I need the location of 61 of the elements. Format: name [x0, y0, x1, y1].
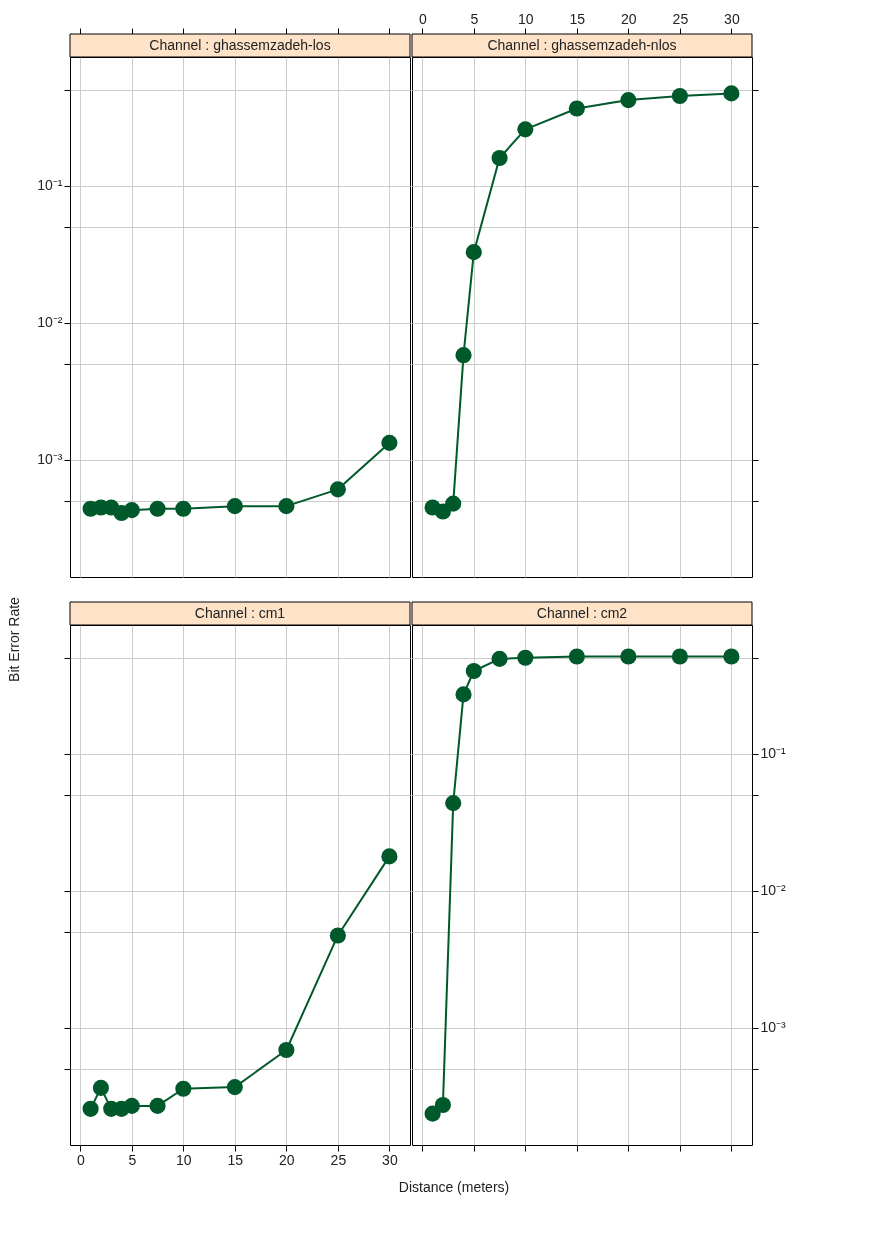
x-tick-label: 10: [518, 10, 534, 27]
point: [465, 662, 482, 680]
point: [149, 1097, 166, 1114]
x-tick-label: 30: [382, 1151, 398, 1168]
x-tick-label: 0: [418, 10, 427, 27]
x-tick-label: 5: [128, 1151, 137, 1168]
y-tick-label: 10⁻²: [760, 882, 787, 899]
y-tick-label: 10⁻¹: [760, 745, 787, 762]
y-tick-label: 10⁻³: [37, 451, 63, 468]
x-axis-title: Distance (meters): [398, 1179, 510, 1195]
point: [278, 1041, 295, 1059]
x-tick-label: 5: [470, 10, 479, 27]
chart-title: Channel : ghassemzadeh-nlos: [487, 36, 677, 53]
point: [92, 1079, 109, 1096]
chart-title: Channel : cm1: [194, 604, 286, 621]
point: [491, 149, 508, 167]
point: [620, 92, 637, 109]
x-tick-label: 25: [330, 1151, 347, 1168]
point: [123, 1097, 140, 1114]
point: [82, 1100, 99, 1117]
chart-title: Channel : cm2: [536, 604, 628, 621]
point: [123, 502, 140, 519]
x-tick-label: 20: [279, 1151, 295, 1168]
point: [465, 244, 482, 261]
y-axis-title: Bit Error Rate: [6, 596, 22, 682]
point: [491, 650, 508, 667]
y-tick-label: 10⁻¹: [37, 177, 63, 194]
point: [381, 848, 398, 865]
point: [434, 1096, 451, 1114]
x-tick-label: 20: [621, 10, 637, 27]
point: [568, 100, 585, 117]
y-tick-label: 10⁻³: [760, 1019, 787, 1036]
point: [175, 1080, 192, 1097]
point: [278, 498, 295, 515]
point: [175, 500, 192, 517]
chart-title: Channel : ghassemzadeh-los: [149, 36, 331, 53]
point: [723, 648, 740, 665]
x-tick-label: 25: [672, 10, 689, 27]
x-tick-label: 15: [227, 1151, 244, 1168]
point: [517, 121, 534, 138]
point: [517, 649, 534, 666]
point: [455, 347, 472, 364]
point: [226, 1079, 243, 1096]
point: [329, 927, 346, 944]
point: [671, 648, 688, 665]
point: [381, 434, 398, 451]
point: [445, 495, 462, 512]
x-tick-label: 30: [724, 10, 740, 27]
point: [620, 648, 637, 665]
point: [568, 648, 585, 665]
x-tick-label: 10: [176, 1151, 192, 1168]
point: [723, 85, 740, 102]
point: [445, 795, 462, 812]
point: [671, 87, 688, 105]
x-tick-label: 0: [76, 1151, 85, 1168]
point: [149, 500, 166, 517]
point: [226, 498, 243, 515]
x-tick-label: 15: [569, 10, 586, 27]
point: [329, 481, 346, 498]
point: [455, 686, 472, 703]
y-tick-label: 10⁻²: [37, 314, 63, 331]
